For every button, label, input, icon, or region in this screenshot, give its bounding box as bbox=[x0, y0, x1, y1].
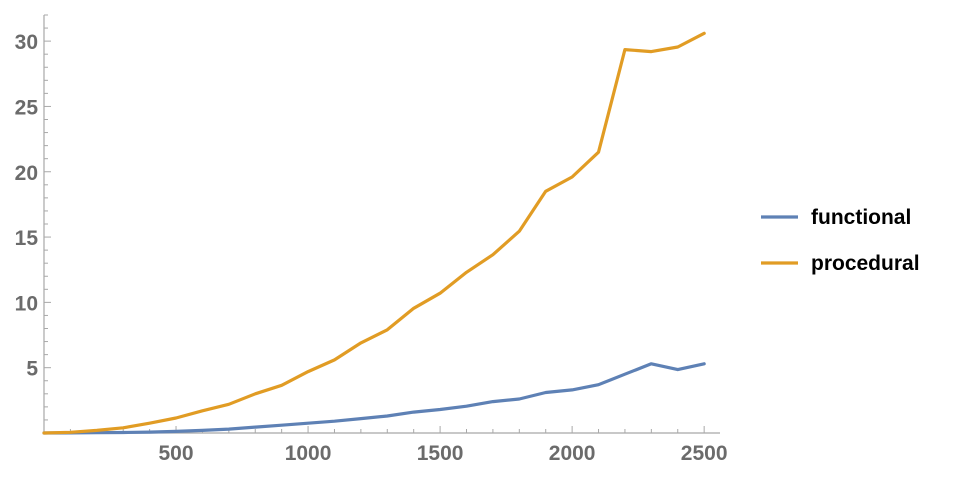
y-axis-ticks: 5 10 15 20 25 30 bbox=[15, 14, 51, 421]
legend: functional procedural bbox=[761, 206, 920, 275]
x-tick-label: 2000 bbox=[549, 442, 596, 465]
x-tick-label: 500 bbox=[159, 442, 194, 465]
legend-label-functional: functional bbox=[811, 206, 911, 229]
x-tick-label: 1500 bbox=[417, 442, 464, 465]
legend-label-procedural: procedural bbox=[811, 252, 920, 275]
series-lines bbox=[42, 31, 706, 435]
y-tick-label: 25 bbox=[15, 96, 39, 119]
y-tick-label: 30 bbox=[15, 31, 38, 54]
x-tick-label: 2500 bbox=[681, 442, 728, 465]
x-axis-ticks: 500 1000 1500 2000 2500 bbox=[69, 426, 728, 465]
x-tick-label: 1000 bbox=[285, 442, 332, 465]
y-tick-label: 10 bbox=[15, 292, 38, 315]
series-line-functional bbox=[42, 362, 706, 435]
y-tick-label: 5 bbox=[26, 358, 38, 381]
series-line-procedural bbox=[42, 31, 706, 435]
y-tick-label: 20 bbox=[15, 162, 38, 185]
y-tick-label: 15 bbox=[15, 227, 39, 250]
